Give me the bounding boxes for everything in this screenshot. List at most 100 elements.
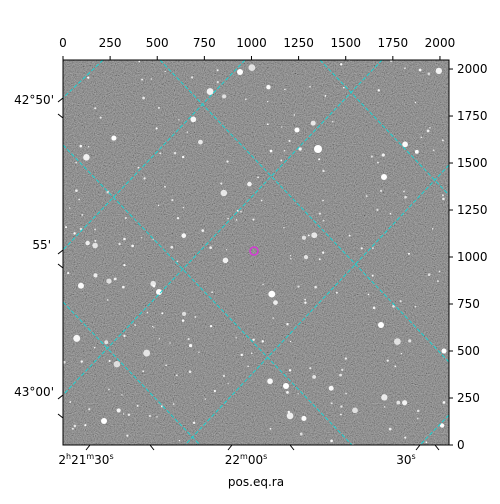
- star: [299, 432, 303, 436]
- star: [289, 255, 292, 257]
- grid-line-dec: [159, 60, 449, 363]
- x-tick-label: 1750: [378, 36, 409, 50]
- y-tick-label: 1500: [457, 156, 488, 170]
- star: [161, 312, 164, 315]
- tick: [57, 113, 64, 119]
- y-world-label: 42°50': [14, 93, 54, 107]
- star: [136, 404, 139, 407]
- star: [84, 424, 87, 427]
- star: [220, 189, 228, 197]
- star: [237, 69, 243, 75]
- star: [322, 199, 324, 202]
- star: [209, 246, 212, 249]
- y-tick-label: 250: [457, 391, 480, 405]
- star: [260, 199, 263, 202]
- star: [150, 78, 152, 80]
- star: [390, 60, 393, 63]
- star: [148, 414, 152, 418]
- star: [427, 273, 431, 277]
- star: [402, 141, 408, 148]
- star: [408, 252, 411, 255]
- star: [170, 245, 174, 249]
- star: [69, 401, 72, 403]
- star: [156, 289, 162, 295]
- star: [127, 413, 131, 416]
- tick: [85, 444, 91, 451]
- grid-line-ra: [184, 164, 449, 445]
- star: [181, 233, 187, 238]
- star: [111, 135, 117, 141]
- tick: [227, 444, 233, 451]
- star: [211, 291, 214, 294]
- star: [75, 161, 78, 164]
- star: [106, 278, 112, 284]
- star: [328, 385, 334, 391]
- star: [164, 185, 166, 188]
- star: [235, 337, 237, 339]
- image-noise: [63, 60, 449, 445]
- star: [394, 365, 397, 367]
- star: [150, 280, 156, 287]
- star: [221, 94, 227, 99]
- star: [429, 127, 431, 129]
- star: [272, 317, 274, 319]
- star: [408, 339, 412, 343]
- tick: [149, 444, 155, 451]
- grid-line-ra: [63, 60, 104, 99]
- star: [123, 334, 126, 338]
- star: [330, 439, 333, 443]
- grid-line-dec: [63, 301, 201, 445]
- star: [389, 212, 392, 215]
- star: [106, 190, 110, 194]
- star: [383, 406, 386, 408]
- star: [310, 120, 316, 126]
- star: [160, 405, 163, 408]
- star: [322, 251, 325, 254]
- x-world-label: 2h21m30s: [58, 452, 113, 467]
- star: [126, 434, 129, 437]
- y-tick-label: 1000: [457, 250, 488, 264]
- star: [399, 300, 402, 303]
- star: [247, 181, 252, 187]
- star: [176, 260, 179, 263]
- star: [94, 228, 97, 231]
- star: [206, 88, 214, 95]
- star: [404, 67, 406, 69]
- x-tick-label: 1000: [236, 36, 267, 50]
- star: [104, 340, 109, 345]
- y-tick-label: 500: [457, 344, 480, 358]
- tick: [57, 263, 64, 269]
- star: [123, 264, 126, 267]
- x-tick-label: 250: [99, 36, 122, 50]
- star: [178, 119, 180, 121]
- star: [294, 127, 300, 133]
- star: [77, 282, 84, 289]
- star: [266, 100, 269, 103]
- star: [169, 342, 171, 344]
- star: [439, 423, 445, 428]
- tick: [57, 249, 64, 255]
- star: [209, 325, 213, 328]
- star: [360, 247, 363, 250]
- star: [381, 174, 387, 180]
- star: [176, 216, 180, 220]
- star: [331, 120, 334, 123]
- star: [172, 403, 175, 405]
- star: [283, 383, 289, 389]
- star: [335, 291, 338, 294]
- star: [88, 408, 91, 411]
- star: [227, 383, 229, 385]
- star: [345, 392, 347, 395]
- star: [400, 352, 403, 355]
- coordinate-grid: [63, 60, 449, 445]
- star: [108, 359, 111, 362]
- star: [309, 85, 312, 88]
- star: [311, 232, 318, 239]
- star: [73, 232, 76, 235]
- star: [188, 370, 192, 374]
- star: [240, 353, 244, 357]
- star: [283, 149, 286, 152]
- star: [438, 270, 441, 273]
- star: [404, 436, 407, 439]
- star: [307, 234, 310, 237]
